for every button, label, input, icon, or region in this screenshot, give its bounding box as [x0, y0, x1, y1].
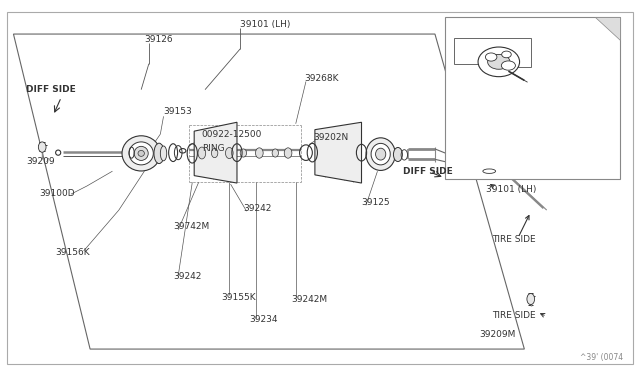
Ellipse shape: [485, 53, 497, 61]
Ellipse shape: [122, 136, 161, 171]
Ellipse shape: [211, 148, 218, 158]
Text: 39126: 39126: [145, 35, 173, 44]
Text: TIRE SIDE: TIRE SIDE: [492, 311, 536, 320]
Text: 39155K: 39155K: [221, 293, 255, 302]
Ellipse shape: [366, 138, 396, 170]
Text: 39268K: 39268K: [304, 74, 339, 83]
Ellipse shape: [476, 167, 502, 175]
Text: 39242M: 39242M: [291, 295, 328, 304]
Text: 39202N: 39202N: [314, 133, 349, 142]
Text: DIFF SIDE: DIFF SIDE: [403, 167, 452, 176]
Text: 39242: 39242: [173, 272, 202, 281]
Text: DIFF SIDE: DIFF SIDE: [26, 85, 76, 94]
Ellipse shape: [134, 146, 148, 160]
Bar: [445, 17, 620, 179]
Text: 39242: 39242: [243, 204, 272, 213]
Text: 39209M: 39209M: [479, 330, 516, 339]
Polygon shape: [315, 122, 362, 183]
Ellipse shape: [272, 149, 278, 157]
Ellipse shape: [376, 148, 386, 160]
Text: ^39' (0074: ^39' (0074: [580, 353, 623, 362]
Text: 39153: 39153: [164, 108, 192, 116]
Text: TIRE SIDE: TIRE SIDE: [492, 235, 536, 244]
Ellipse shape: [154, 143, 164, 164]
Text: 39101 (LH): 39101 (LH): [240, 20, 291, 29]
Ellipse shape: [501, 61, 515, 70]
Text: 39156K: 39156K: [55, 248, 90, 257]
Text: 39125: 39125: [362, 198, 390, 207]
Ellipse shape: [371, 143, 390, 165]
Ellipse shape: [488, 54, 510, 69]
Ellipse shape: [394, 147, 403, 161]
Text: 39209: 39209: [26, 157, 55, 166]
Ellipse shape: [129, 142, 154, 165]
Ellipse shape: [138, 150, 145, 156]
Polygon shape: [194, 122, 237, 183]
Text: 39742M: 39742M: [173, 222, 209, 231]
Ellipse shape: [255, 148, 263, 158]
Text: 00922-12500: 00922-12500: [202, 129, 262, 139]
Ellipse shape: [527, 294, 534, 305]
Text: 39100D: 39100D: [39, 189, 75, 198]
Ellipse shape: [478, 47, 520, 77]
Ellipse shape: [225, 147, 233, 158]
Ellipse shape: [38, 142, 46, 152]
Ellipse shape: [502, 51, 511, 58]
Ellipse shape: [198, 147, 205, 159]
Ellipse shape: [161, 146, 167, 161]
Polygon shape: [595, 17, 620, 39]
Text: 39101 (LH): 39101 (LH): [486, 185, 536, 194]
Ellipse shape: [483, 169, 495, 173]
Text: RING: RING: [202, 144, 225, 153]
Ellipse shape: [240, 149, 246, 157]
Text: 39234: 39234: [250, 315, 278, 324]
Ellipse shape: [284, 148, 292, 158]
